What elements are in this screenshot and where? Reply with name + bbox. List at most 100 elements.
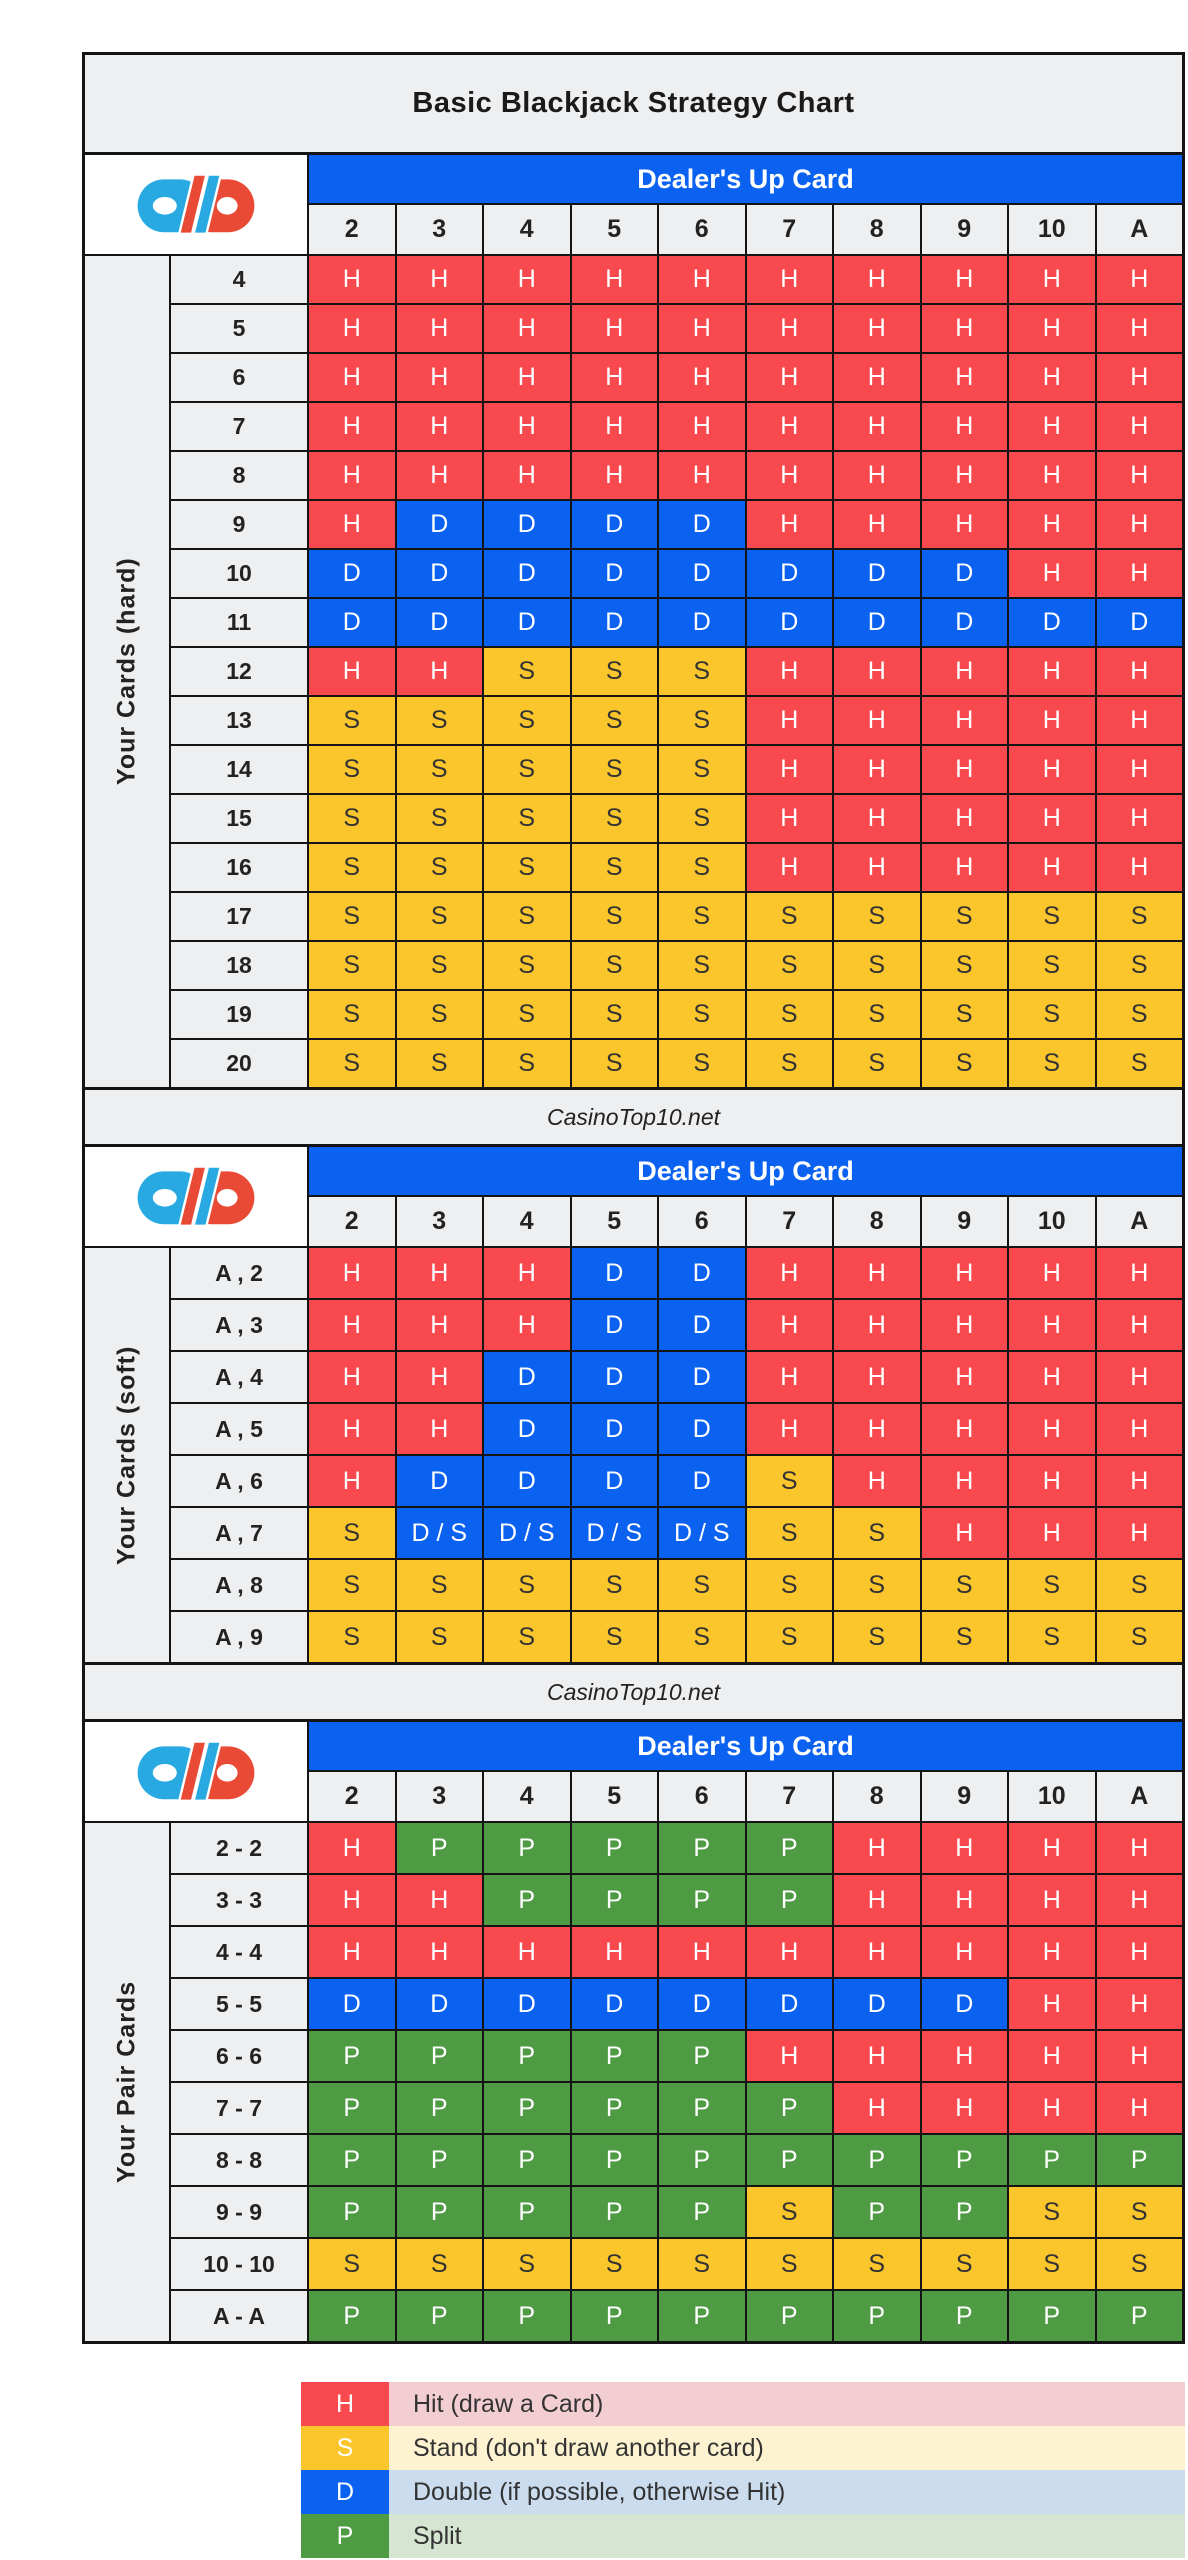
action-cell: H — [309, 1823, 395, 1873]
dealer-card-header: 2 — [309, 1772, 395, 1821]
action-cell: H — [834, 1823, 920, 1873]
action-cell: H — [1096, 1927, 1182, 1977]
action-cell: S — [659, 1040, 745, 1087]
legend-label: Stand (don't draw another card) — [389, 2426, 1185, 2470]
action-cell: H — [1096, 256, 1182, 303]
dealer-card-header: 8 — [834, 205, 920, 254]
action-cell: P — [309, 2083, 395, 2133]
action-cell: H — [834, 1875, 920, 1925]
logo-cell — [85, 1147, 307, 1246]
action-cell: D / S — [659, 1508, 745, 1558]
action-cell: S — [659, 648, 745, 695]
action-cell: P — [571, 2135, 657, 2185]
action-cell: P — [309, 2187, 395, 2237]
action-cell: H — [1096, 1875, 1182, 1925]
action-cell: D / S — [571, 1508, 657, 1558]
action-cell: S — [1096, 2239, 1182, 2289]
hand-label: 4 - 4 — [171, 1927, 307, 1977]
action-cell: S — [571, 2239, 657, 2289]
action-cell: P — [396, 2083, 482, 2133]
action-cell: S — [571, 1040, 657, 1087]
action-cell: H — [1009, 1508, 1095, 1558]
dealer-card-header: A — [1096, 1197, 1182, 1246]
hand-label: 6 - 6 — [171, 2031, 307, 2081]
hand-label: 10 - 10 — [171, 2239, 307, 2289]
action-cell: D — [309, 550, 395, 597]
action-cell: P — [484, 2291, 570, 2341]
action-cell: S — [1009, 1612, 1095, 1662]
action-cell: S — [571, 648, 657, 695]
legend-key: P — [301, 2514, 389, 2558]
action-cell: H — [1009, 1404, 1095, 1454]
action-cell: D — [834, 550, 920, 597]
legend-row: H Hit (draw a Card) — [301, 2382, 1185, 2426]
action-cell: D — [834, 599, 920, 646]
hand-label: A , 3 — [171, 1300, 307, 1350]
action-cell: S — [396, 1560, 482, 1610]
action-cell: D — [396, 550, 482, 597]
action-cell: S — [571, 942, 657, 989]
action-cell: S — [834, 991, 920, 1038]
hand-label: A , 6 — [171, 1456, 307, 1506]
action-cell: S — [396, 893, 482, 940]
action-cell: S — [659, 795, 745, 842]
hand-label: 13 — [171, 697, 307, 744]
action-cell: H — [1009, 403, 1095, 450]
action-cell: D — [396, 501, 482, 548]
action-cell: P — [659, 2291, 745, 2341]
action-cell: H — [834, 2031, 920, 2081]
action-cell: D — [484, 1404, 570, 1454]
action-cell: S — [309, 795, 395, 842]
action-cell: P — [746, 2135, 832, 2185]
action-cell: H — [396, 452, 482, 499]
hand-label: 14 — [171, 746, 307, 793]
action-cell: H — [1009, 501, 1095, 548]
action-cell: H — [309, 256, 395, 303]
action-cell: H — [1096, 1352, 1182, 1402]
action-cell: D — [659, 1456, 745, 1506]
action-cell: H — [396, 354, 482, 401]
action-cell: H — [659, 403, 745, 450]
action-cell: S — [396, 942, 482, 989]
dealer-card-header: 7 — [746, 205, 832, 254]
section-pairs: Dealer's Up Card 2 3 4 5 6 7 8 9 10 A Your Pair Car… — [85, 1722, 1182, 2341]
action-cell: S — [309, 942, 395, 989]
action-cell: H — [834, 1456, 920, 1506]
action-cell: D — [396, 1456, 482, 1506]
dealer-card-header: 2 — [309, 205, 395, 254]
action-cell: S — [484, 991, 570, 1038]
legend-label: Double (if possible, otherwise Hit) — [389, 2470, 1185, 2514]
action-cell: H — [834, 844, 920, 891]
action-cell: H — [396, 648, 482, 695]
action-cell: H — [1009, 1248, 1095, 1298]
action-cell: S — [571, 1612, 657, 1662]
action-cell: D — [659, 1352, 745, 1402]
action-cell: D — [484, 1979, 570, 2029]
action-cell: S — [484, 844, 570, 891]
action-cell: S — [484, 795, 570, 842]
action-cell: S — [571, 893, 657, 940]
action-cell: D — [571, 550, 657, 597]
action-cell: S — [309, 746, 395, 793]
action-cell: H — [396, 305, 482, 352]
action-cell: S — [396, 1040, 482, 1087]
action-cell: S — [571, 697, 657, 744]
action-cell: S — [571, 844, 657, 891]
action-cell: S — [309, 1560, 395, 1610]
action-cell: H — [1096, 648, 1182, 695]
action-cell: S — [309, 893, 395, 940]
action-cell: P — [484, 2083, 570, 2133]
action-cell: D — [484, 1352, 570, 1402]
action-cell: P — [921, 2135, 1007, 2185]
action-cell: H — [746, 452, 832, 499]
action-cell: H — [1009, 452, 1095, 499]
action-cell: H — [921, 2083, 1007, 2133]
action-cell: S — [746, 1508, 832, 1558]
hand-label: A , 5 — [171, 1404, 307, 1454]
action-cell: H — [1096, 2083, 1182, 2133]
dealer-upcard-header: Dealer's Up Card — [309, 155, 1182, 203]
action-cell: H — [746, 305, 832, 352]
action-cell: H — [396, 1300, 482, 1350]
action-cell: D — [571, 1456, 657, 1506]
action-cell: D — [659, 599, 745, 646]
